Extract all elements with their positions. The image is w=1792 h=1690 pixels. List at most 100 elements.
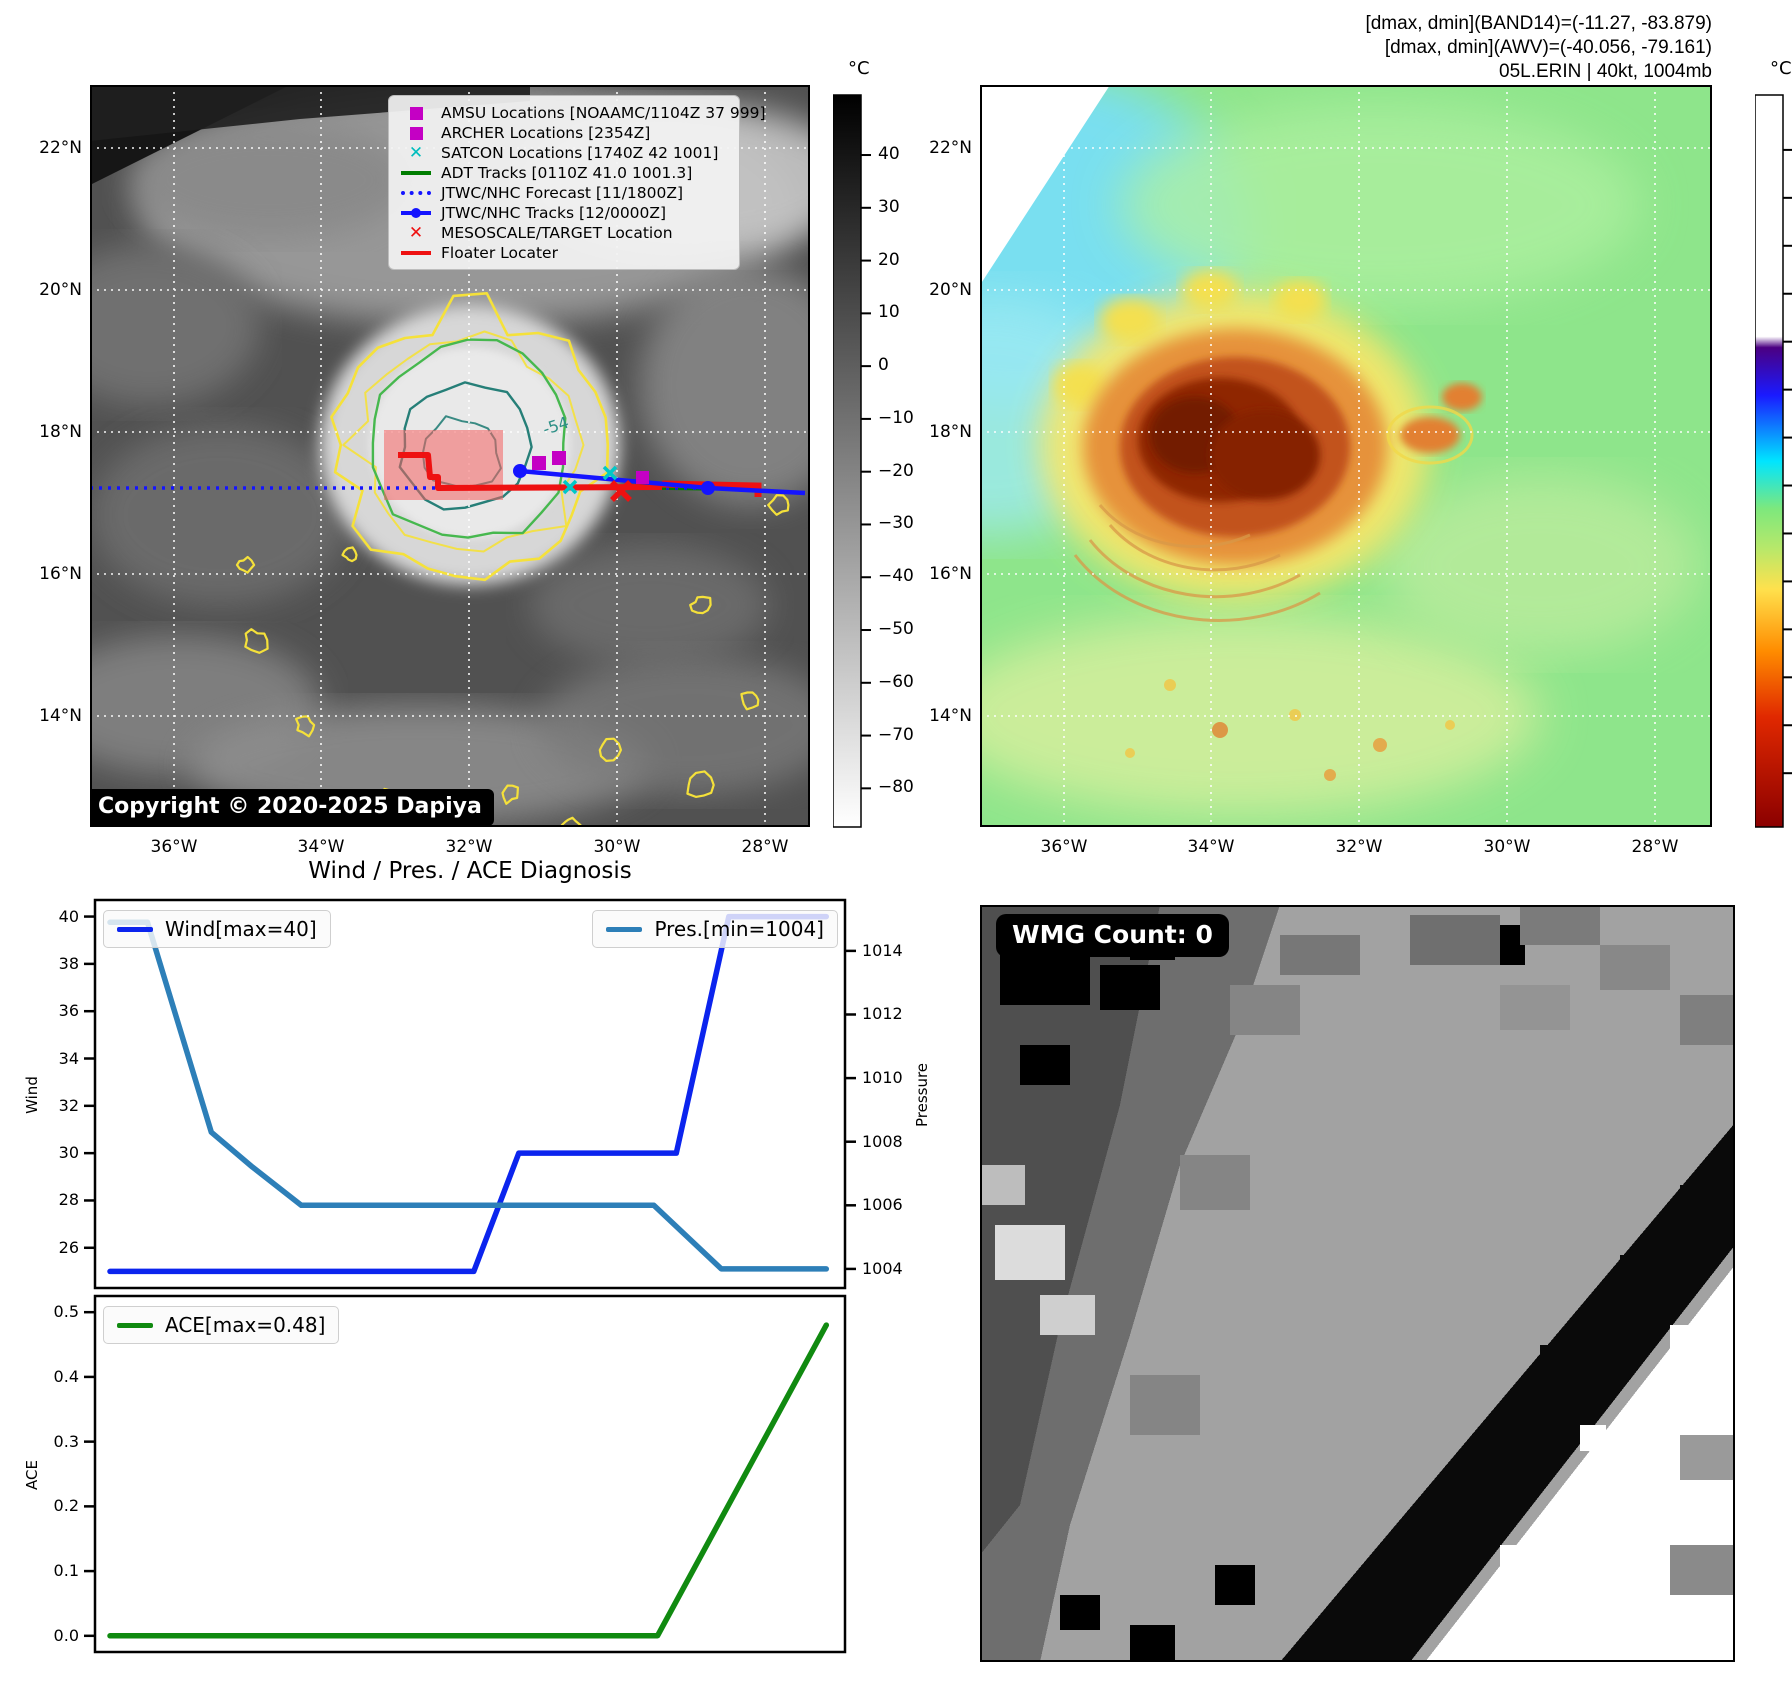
- ir-lon-label: 36°W: [150, 837, 198, 857]
- awv-lat-label: 22°N: [929, 138, 972, 158]
- wind-legend: Wind[max=40]: [103, 910, 331, 948]
- ir-colorbar-unit: °C: [848, 58, 870, 79]
- ir-colorbar-tick: 10: [878, 302, 900, 323]
- ir-legend-item: Floater Locater: [399, 243, 731, 263]
- series-Wind[max=40]: [107, 913, 830, 1275]
- x-legend-icon: ✕: [408, 142, 424, 163]
- ir-lat-label: 20°N: [39, 280, 82, 300]
- chart-ytick-label: 36: [58, 1001, 79, 1021]
- satcon-marker: [562, 465, 618, 495]
- amsu-marker: [532, 456, 546, 470]
- mesoscale-target-x: [610, 480, 632, 502]
- ir-colorbar-tick: 40: [878, 144, 900, 165]
- ir-colorbar: [833, 94, 871, 828]
- ir-lon-label: 28°W: [741, 837, 789, 857]
- chart-ytick-label: 40: [58, 906, 79, 926]
- ir-colorbar-tick: 20: [878, 249, 900, 270]
- archer-marker: [552, 451, 566, 465]
- pressure-legend-sample: [606, 926, 643, 932]
- amsu-marker: [636, 471, 649, 484]
- chart-y2tick-label: 1010: [862, 1068, 903, 1088]
- ir-legend-label: JTWC/NHC Tracks [12/0000Z]: [441, 204, 667, 222]
- chart-y2tick-label: 1014: [862, 940, 903, 960]
- dmax-band14: [dmax, dmin](BAND14)=(-11.27, -83.879): [1365, 13, 1712, 34]
- awv-lat-label: 20°N: [929, 280, 972, 300]
- awv-colorbar-unit: °C: [1770, 58, 1792, 79]
- awv-lon-label: 30°W: [1483, 837, 1531, 857]
- ir-colorbar-tick: −40: [878, 566, 914, 587]
- ir-lat-label: 18°N: [39, 422, 82, 442]
- jtwc-track-dot: [701, 481, 715, 495]
- awv-lon-label: 28°W: [1631, 837, 1679, 857]
- ir-legend-item: AMSU Locations [NOAAMC/1104Z 37 999]: [399, 103, 766, 123]
- ir-yellow-specks: [235, 494, 790, 827]
- wmg-count-badge: WMG Count: 0: [996, 914, 1229, 957]
- square-legend-icon: [399, 126, 433, 140]
- ir-lat-label: 14°N: [39, 706, 82, 726]
- floater-line: [398, 452, 663, 491]
- pressure-axis-label: Pressure: [913, 1062, 931, 1128]
- ir-colorbar-tick: 30: [878, 196, 900, 217]
- ir-lon-label: 30°W: [593, 837, 641, 857]
- storm-id: 05L.ERIN | 40kt, 1004mb: [1499, 61, 1712, 82]
- chart-ytick-label: 0.3: [53, 1431, 79, 1451]
- chart-ytick-label: 0.5: [53, 1302, 79, 1322]
- wmg-light-patches: [980, 905, 1735, 1435]
- dotted-legend-icon: [399, 191, 433, 195]
- chart-y2tick-label: 1006: [862, 1195, 903, 1215]
- ace-legend-label: ACE[max=0.48]: [165, 1313, 326, 1337]
- ir-legend-item: ARCHER Locations [2354Z]: [399, 123, 731, 143]
- chart-y2tick-label: 1004: [862, 1258, 903, 1278]
- series-Pres.[min=1004]: [107, 919, 830, 1272]
- pressure-legend-label: Pres.[min=1004]: [654, 917, 824, 941]
- chart-ytick-label: 0.2: [53, 1496, 79, 1516]
- ir-legend-label: MESOSCALE/TARGET Location: [441, 224, 673, 242]
- awv-specks: [1125, 679, 1455, 781]
- awv-grid: [980, 85, 1712, 827]
- ir-colorbar-tick: −80: [878, 777, 914, 798]
- awv-scan-corner: [980, 85, 1110, 285]
- chart-ytick-label: 32: [58, 1095, 79, 1115]
- ir-colorbar-tick: 0: [878, 355, 889, 376]
- ir-legend-item: ADT Tracks [0110Z 41.0 1001.3]: [399, 163, 731, 183]
- wind-legend-label: Wind[max=40]: [165, 917, 317, 941]
- awv-storm: [1040, 270, 1482, 622]
- chart-ytick-label: 0.0: [53, 1625, 79, 1645]
- wind-legend-sample: [117, 926, 153, 932]
- ir-colorbar-tick: −30: [878, 513, 914, 534]
- ir-colorbar-tick: −50: [878, 619, 914, 640]
- chart-ytick-label: 34: [58, 1048, 79, 1068]
- series-ACE[max=0.48]: [107, 1322, 830, 1639]
- x-legend-icon: ✕: [408, 222, 424, 243]
- awv-lon-label: 32°W: [1335, 837, 1383, 857]
- chart-ytick-label: 0.4: [53, 1366, 79, 1386]
- ir-legend-item: JTWC/NHC Tracks [12/0000Z]: [399, 203, 731, 223]
- wmg-gray-on-white: [1670, 1435, 1735, 1595]
- ir-legend-label: Floater Locater: [441, 244, 558, 262]
- ir-lon-label: 32°W: [445, 837, 493, 857]
- ir-legend-label: ARCHER Locations [2354Z]: [441, 124, 651, 142]
- ir-legend-item: ✕ SATCON Locations [1740Z 42 1001]: [399, 143, 731, 163]
- chart-ytick-label: 38: [58, 953, 79, 973]
- awv-map-panel: [980, 85, 1712, 827]
- ir-colorbar-tick: −70: [878, 724, 914, 745]
- chart-y2tick-label: 1008: [862, 1131, 903, 1151]
- ir-colorbar-tick: −60: [878, 671, 914, 692]
- ir-legend-item: JTWC/NHC Forecast [11/1800Z]: [399, 183, 731, 203]
- ir-legend-label: SATCON Locations [1740Z 42 1001]: [441, 144, 719, 162]
- diagnosis-title: Wind / Pres. / ACE Diagnosis: [308, 858, 632, 884]
- ir-overlays: -54: [90, 413, 806, 502]
- square-legend-icon: [399, 106, 433, 120]
- ir-lat-label: 22°N: [39, 138, 82, 158]
- line-legend-icon: [399, 171, 433, 175]
- ir-legend-label: JTWC/NHC Forecast [11/1800Z]: [441, 184, 684, 202]
- pressure-legend: Pres.[min=1004]: [592, 910, 838, 948]
- ir-legend-label: AMSU Locations [NOAAMC/1104Z 37 999]: [441, 104, 766, 122]
- chart-ytick-label: 30: [58, 1143, 79, 1163]
- awv-lon-label: 34°W: [1187, 837, 1235, 857]
- header-right-block: [dmax, dmin](BAND14)=(-11.27, -83.879) […: [1365, 12, 1712, 84]
- awv-lon-label: 36°W: [1040, 837, 1088, 857]
- awv-colorbar: [1755, 94, 1792, 828]
- ir-lat-label: 16°N: [39, 564, 82, 584]
